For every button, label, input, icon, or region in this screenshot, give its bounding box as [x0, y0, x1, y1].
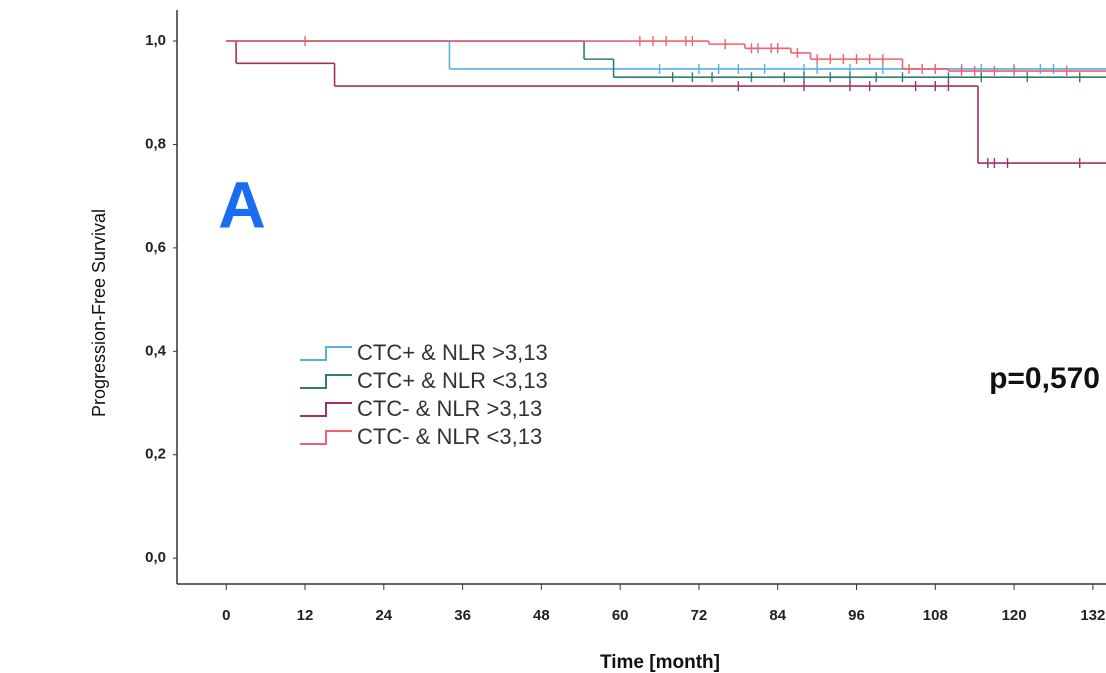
- x-tick-label: 72: [691, 607, 708, 624]
- x-tick-label: 132: [1080, 607, 1105, 624]
- x-tick-label: 108: [923, 607, 948, 624]
- x-axis-label: Time [month]: [600, 652, 720, 673]
- x-tick-label: 60: [612, 607, 629, 624]
- x-tick-label: 84: [769, 607, 786, 624]
- y-tick-label: 0,2: [145, 446, 166, 463]
- plot-area: [226, 36, 1106, 169]
- x-tick-label: 48: [533, 607, 550, 624]
- x-tick-label: 120: [1002, 607, 1027, 624]
- y-axis-label: Progression-Free Survival: [89, 209, 109, 417]
- x-tick-label: 24: [375, 607, 392, 624]
- legend-swatch: [300, 374, 352, 389]
- y-tick-label: 0,8: [145, 135, 166, 152]
- y-tick-label: 0,0: [145, 549, 166, 566]
- legend-label: CTC- & NLR <3,13: [357, 424, 542, 449]
- legend-swatch: [300, 346, 352, 361]
- legend-label: CTC+ & NLR <3,13: [357, 368, 548, 393]
- legend-swatch: [300, 402, 352, 417]
- legend-label: CTC- & NLR >3,13: [357, 396, 542, 421]
- y-tick-label: 0,4: [145, 342, 167, 359]
- x-tick-label: 36: [454, 607, 471, 624]
- panel-label: A: [218, 167, 266, 241]
- x-tick-label: 96: [848, 607, 865, 624]
- y-tick-label: 1,0: [145, 32, 166, 49]
- y-tick-label: 0,6: [145, 239, 166, 256]
- x-tick-label: 0: [222, 607, 230, 624]
- legend-swatch: [300, 430, 352, 445]
- x-tick-label: 12: [297, 607, 314, 624]
- legend-label: CTC+ & NLR >3,13: [357, 340, 548, 365]
- p-value: p=0,570: [989, 362, 1100, 395]
